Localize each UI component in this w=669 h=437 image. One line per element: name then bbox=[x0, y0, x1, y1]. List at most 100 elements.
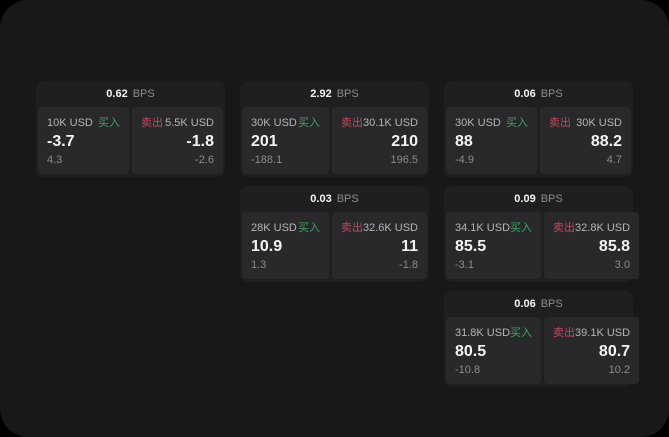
buy-size-label: 28K USD bbox=[251, 222, 297, 234]
buy-quote-panel[interactable]: 34.1K USD 买入 85.5 -3.1 bbox=[446, 212, 542, 279]
buy-side-label: 买入 bbox=[98, 117, 120, 129]
bps-header: 0.09 BPS bbox=[446, 186, 631, 212]
bps-unit-label: BPS bbox=[540, 193, 563, 205]
buy-panel-header: 30K USD 买入 bbox=[455, 114, 528, 130]
sell-panel-header: 卖出 32.6K USD bbox=[341, 219, 418, 235]
buy-quote-panel[interactable]: 30K USD 买入 88 -4.9 bbox=[446, 107, 537, 174]
sell-quote-panel[interactable]: 卖出 39.1K USD 80.7 10.2 bbox=[544, 317, 640, 384]
quote-card: 0.03 BPS 28K USD 买入 10.9 1.3 卖出 32.6K US… bbox=[240, 186, 429, 282]
sell-quote-panel[interactable]: 卖出 30.1K USD 210 196.5 bbox=[331, 107, 427, 174]
sell-price-value: 88.2 bbox=[590, 133, 622, 151]
sell-price-value: 11 bbox=[401, 238, 418, 256]
buy-side-label: 买入 bbox=[297, 117, 320, 129]
sell-side-label: 卖出 bbox=[553, 327, 576, 339]
buy-quote-panel[interactable]: 31.8K USD 买入 80.5 -10.8 bbox=[446, 317, 542, 384]
bps-value: 0.09 bbox=[514, 193, 536, 205]
sell-size-label: 5.5K USD bbox=[165, 117, 214, 129]
sell-delta-value: 196.5 bbox=[390, 154, 418, 166]
quote-panels: 28K USD 买入 10.9 1.3 卖出 32.6K USD 11 -1.8 bbox=[242, 212, 427, 279]
bps-header: 0.62 BPS bbox=[38, 81, 223, 107]
buy-delta-value: 4.3 bbox=[47, 154, 63, 166]
sell-side-label: 卖出 bbox=[549, 117, 571, 129]
sell-size-label: 30.1K USD bbox=[362, 117, 418, 129]
buy-quote-panel[interactable]: 28K USD 买入 10.9 1.3 bbox=[242, 212, 329, 279]
bps-header: 0.03 BPS bbox=[242, 186, 427, 212]
buy-delta-value: -3.1 bbox=[455, 259, 474, 271]
sell-delta-value: 10.2 bbox=[608, 364, 631, 376]
buy-delta-value: 1.3 bbox=[251, 259, 267, 271]
bps-value: 0.62 bbox=[106, 88, 128, 100]
sell-panel-header: 卖出 39.1K USD bbox=[553, 324, 630, 340]
sell-size-label: 39.1K USD bbox=[575, 327, 631, 339]
sell-side-label: 卖出 bbox=[340, 117, 363, 129]
sell-quote-panel[interactable]: 卖出 32.8K USD 85.8 3.0 bbox=[544, 212, 640, 279]
quote-panels: 30K USD 买入 201 -188.1 卖出 30.1K USD 210 1… bbox=[242, 107, 427, 174]
buy-side-label: 买入 bbox=[510, 222, 533, 234]
quote-card: 0.09 BPS 34.1K USD 买入 85.5 -3.1 卖出 32.8K… bbox=[444, 186, 640, 282]
buy-panel-header: 28K USD 买入 bbox=[251, 219, 320, 235]
buy-size-label: 34.1K USD bbox=[455, 222, 511, 234]
buy-side-label: 买入 bbox=[506, 117, 528, 129]
sell-delta-value: 3.0 bbox=[614, 259, 631, 271]
buy-price-value: 85.5 bbox=[455, 238, 487, 256]
sell-price-value: 80.7 bbox=[598, 343, 631, 361]
bps-value: 2.92 bbox=[310, 88, 332, 100]
buy-delta-value: -10.8 bbox=[455, 364, 481, 376]
buy-size-label: 30K USD bbox=[455, 117, 501, 129]
quote-panels: 34.1K USD 买入 85.5 -3.1 卖出 32.8K USD 85.8… bbox=[446, 212, 640, 279]
sell-panel-header: 卖出 30K USD bbox=[549, 114, 622, 130]
quote-panels: 31.8K USD 买入 80.5 -10.8 卖出 39.1K USD 80.… bbox=[446, 317, 640, 384]
sell-size-label: 30K USD bbox=[576, 117, 622, 129]
sell-quote-panel[interactable]: 卖出 32.6K USD 11 -1.8 bbox=[331, 212, 427, 279]
buy-panel-header: 31.8K USD 买入 bbox=[455, 324, 532, 340]
sell-quote-panel[interactable]: 卖出 5.5K USD -1.8 -2.6 bbox=[132, 107, 223, 174]
buy-quote-panel[interactable]: 30K USD 买入 201 -188.1 bbox=[242, 107, 329, 174]
bps-unit-label: BPS bbox=[336, 88, 359, 100]
sell-price-value: 85.8 bbox=[598, 238, 631, 256]
bps-unit-label: BPS bbox=[540, 88, 563, 100]
bps-unit-label: BPS bbox=[132, 88, 155, 100]
quote-card: 0.06 BPS 30K USD 买入 88 -4.9 卖出 30K USD 8… bbox=[444, 81, 633, 177]
sell-quote-panel[interactable]: 卖出 30K USD 88.2 4.7 bbox=[540, 107, 631, 174]
sell-size-label: 32.8K USD bbox=[575, 222, 631, 234]
bps-unit-label: BPS bbox=[540, 298, 563, 310]
bps-header: 2.92 BPS bbox=[242, 81, 427, 107]
buy-size-label: 31.8K USD bbox=[455, 327, 511, 339]
sell-panel-header: 卖出 5.5K USD bbox=[141, 114, 214, 130]
buy-price-value: 80.5 bbox=[455, 343, 487, 361]
sell-delta-value: 4.7 bbox=[606, 154, 622, 166]
buy-quote-panel[interactable]: 10K USD 买入 -3.7 4.3 bbox=[38, 107, 129, 174]
quote-card: 0.06 BPS 31.8K USD 买入 80.5 -10.8 卖出 39.1… bbox=[444, 291, 640, 387]
bps-value: 0.06 bbox=[514, 88, 536, 100]
buy-delta-value: -188.1 bbox=[251, 154, 283, 166]
bps-value: 0.03 bbox=[310, 193, 332, 205]
bps-header: 0.06 BPS bbox=[446, 291, 631, 317]
quote-panels: 30K USD 买入 88 -4.9 卖出 30K USD 88.2 4.7 bbox=[446, 107, 631, 174]
sell-size-label: 32.6K USD bbox=[362, 222, 418, 234]
cards-grid: 0.62 BPS 10K USD 买入 -3.7 4.3 卖出 5.5K USD… bbox=[36, 81, 640, 387]
buy-price-value: 88 bbox=[455, 133, 473, 151]
buy-price-value: 10.9 bbox=[251, 238, 283, 256]
bps-value: 0.06 bbox=[514, 298, 536, 310]
buy-price-value: -3.7 bbox=[47, 133, 75, 151]
buy-delta-value: -4.9 bbox=[455, 154, 474, 166]
buy-size-label: 30K USD bbox=[251, 117, 297, 129]
sell-panel-header: 卖出 32.8K USD bbox=[553, 219, 630, 235]
sell-side-label: 卖出 bbox=[141, 117, 163, 129]
sell-panel-header: 卖出 30.1K USD bbox=[341, 114, 418, 130]
sell-delta-value: -1.8 bbox=[399, 259, 418, 271]
sell-side-label: 卖出 bbox=[553, 222, 576, 234]
sell-delta-value: -2.6 bbox=[195, 154, 214, 166]
buy-panel-header: 34.1K USD 买入 bbox=[455, 219, 532, 235]
sell-price-value: -1.8 bbox=[186, 133, 214, 151]
buy-side-label: 买入 bbox=[297, 222, 320, 234]
buy-panel-header: 30K USD 买入 bbox=[251, 114, 320, 130]
buy-side-label: 买入 bbox=[510, 327, 533, 339]
buy-size-label: 10K USD bbox=[47, 117, 93, 129]
bps-unit-label: BPS bbox=[336, 193, 359, 205]
sell-side-label: 卖出 bbox=[340, 222, 363, 234]
quote-card: 0.62 BPS 10K USD 买入 -3.7 4.3 卖出 5.5K USD… bbox=[36, 81, 225, 177]
sell-price-value: 210 bbox=[391, 133, 418, 151]
quote-card: 2.92 BPS 30K USD 买入 201 -188.1 卖出 30.1K … bbox=[240, 81, 429, 177]
